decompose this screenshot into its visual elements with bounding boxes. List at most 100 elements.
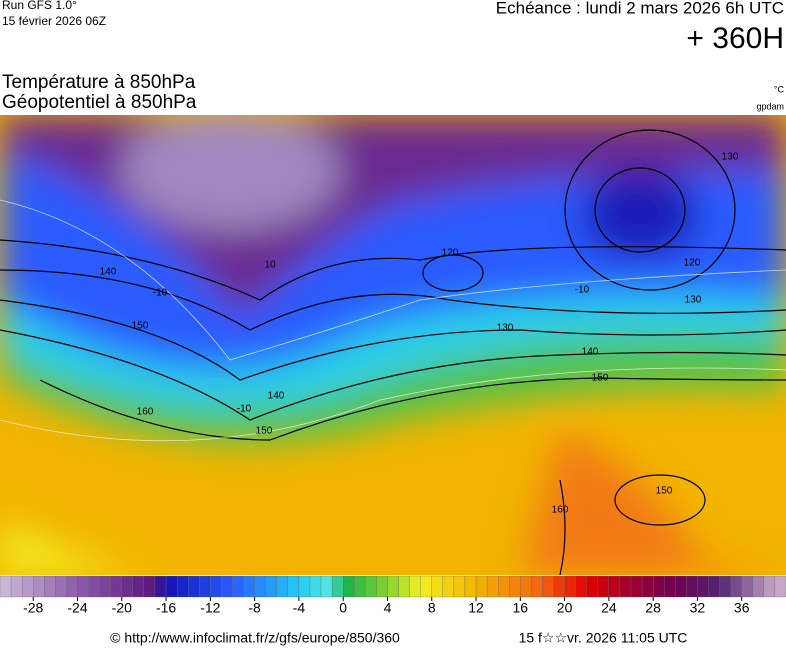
colorbar-swatch [509, 575, 521, 598]
contour-label: 160 [137, 407, 154, 418]
colorbar-swatch [619, 575, 632, 598]
colorbar-swatch [475, 575, 488, 598]
colorbar-swatch [608, 575, 621, 598]
colorbar-swatch [10, 575, 23, 598]
colorbar-tick-label: 8 [428, 600, 436, 616]
run-label: Run GFS 1.0° [2, 0, 77, 12]
colorbar-swatch [398, 575, 410, 598]
colorbar-swatch [0, 575, 12, 598]
colorbar-swatch [188, 575, 200, 598]
colorbar-swatch [719, 575, 731, 598]
colorbar-swatch [55, 575, 67, 598]
colorbar-swatch [586, 575, 598, 598]
contour-label: 140 [268, 391, 285, 402]
colorbar-swatch [287, 575, 300, 598]
colorbar-swatch [697, 575, 709, 598]
echeance: Echéance : lundi 2 mars 2026 6h UTC [496, 0, 784, 17]
contour-label: 130 [497, 323, 514, 334]
colorbar-tick-label: -8 [248, 600, 261, 616]
colorbar-swatch [221, 575, 233, 598]
colorbar-swatch [44, 575, 56, 598]
colorbar-swatch [154, 575, 167, 598]
contour-label: -10 [237, 404, 252, 415]
colorbar-swatch [121, 575, 133, 598]
colorbar-swatch [542, 575, 554, 598]
contour-label: 150 [132, 321, 149, 332]
colorbar-swatch [331, 575, 344, 598]
colorbar-tick-label: -20 [112, 600, 132, 616]
title-temp: Température à 850hPa [2, 72, 196, 93]
colorbar-swatch [77, 575, 89, 598]
unit-temp: °C [774, 84, 785, 94]
colorbar-swatch [741, 575, 753, 598]
contour-label: 130 [685, 295, 702, 306]
colorbar-swatch [276, 575, 288, 598]
colorbar-swatch [686, 575, 698, 598]
colorbar-swatch [99, 575, 111, 598]
colorbar-swatch [708, 575, 720, 598]
colorbar-swatch [531, 575, 543, 598]
colorbar-tick-label: 28 [645, 600, 661, 616]
colorbar-swatch [143, 575, 156, 598]
contour-label: 120 [684, 258, 701, 269]
colorbar-swatch [498, 575, 510, 598]
contour-label: 140 [582, 347, 599, 358]
map: 120 130 140 150 140 150 140 150 160 -10 10 -10 120 13… [0, 115, 786, 575]
contour-label: 120 [442, 248, 459, 259]
colorbar-swatch [165, 575, 178, 598]
colorbar-swatch [575, 575, 587, 598]
colorbar-swatch [763, 575, 776, 598]
colorbar-swatch [630, 575, 643, 598]
run-date: 15 février 2026 06Z [2, 14, 106, 28]
colorbar-tick-label: -16 [156, 600, 176, 616]
contour-label: 140 [100, 267, 117, 278]
colorbar-swatch [199, 575, 211, 598]
contour-label: -10 [153, 288, 168, 299]
colorbar-tick-label: 0 [339, 600, 347, 616]
colorbar-swatch [431, 575, 443, 598]
title-geo: Géopotentiel à 850hPa [2, 92, 197, 113]
colorbar-swatch [309, 575, 322, 598]
colorbar-tick-label: -4 [293, 600, 306, 616]
colorbar-swatch [66, 575, 78, 598]
contour-label: 150 [256, 426, 273, 437]
colorbar-swatch [486, 575, 499, 598]
colorbar-swatch [730, 575, 742, 598]
colorbar-swatch [354, 575, 366, 598]
colorbar-swatch [464, 575, 477, 598]
colorbar-swatch [675, 575, 687, 598]
colorbar-swatch [553, 575, 565, 598]
colorbar-swatch [254, 575, 266, 598]
colorbar-tick-label: 24 [601, 600, 617, 616]
colorbar-swatch [664, 575, 676, 598]
colorbar-tick-label: -24 [67, 600, 87, 616]
colorbar-swatch [520, 575, 532, 598]
colorbar-swatch [564, 575, 576, 598]
contour-label: 160 [552, 505, 569, 516]
colorbar-tick-label: -12 [200, 600, 220, 616]
colorbar-swatch [176, 575, 189, 598]
colorbar-tick-label: 32 [690, 600, 706, 616]
colorbar-swatch [298, 575, 311, 598]
colorbar-swatch [21, 575, 34, 598]
colorbar-swatch [265, 575, 277, 598]
colorbar: -28 -24 -20 -16 -12 -8 -4 0 4 8 12 16 20 24 28 32 36 [0, 575, 786, 616]
contour-label: -10 [575, 285, 590, 296]
colorbar-tick-label: 12 [468, 600, 484, 616]
colorbar-swatch [409, 575, 421, 598]
colorbar-swatch [453, 575, 466, 598]
colorbar-swatch [387, 575, 399, 598]
generated-time: 15 f☆☆vr. 2026 11:05 UTC [519, 630, 688, 646]
contour-label: 150 [656, 486, 673, 497]
colorbar-swatch [774, 575, 786, 598]
contour-label: 10 [264, 260, 276, 271]
colorbar-swatch [752, 575, 765, 598]
colorbar-tick-label: 16 [513, 600, 529, 616]
colorbar-tick-label: 20 [557, 600, 573, 616]
colorbar-swatch [597, 575, 610, 598]
colorbar-swatch [420, 575, 432, 598]
colorbar-swatch [210, 575, 222, 598]
contour-label: 130 [722, 152, 739, 163]
